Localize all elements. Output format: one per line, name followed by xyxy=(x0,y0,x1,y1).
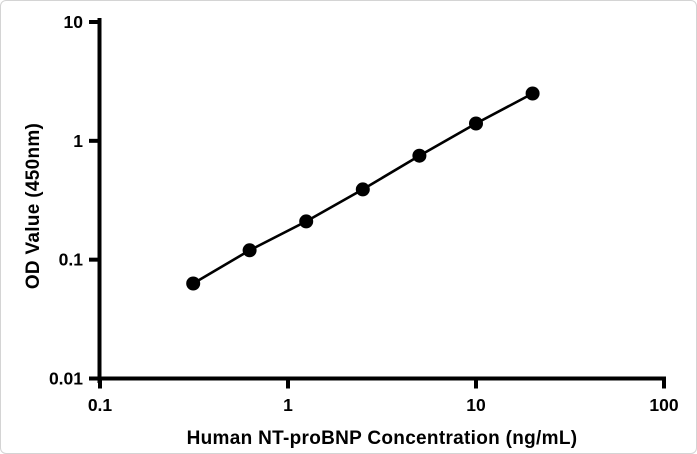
x-tick-label: 10 xyxy=(466,395,486,415)
y-tick-label: 0.1 xyxy=(59,250,84,270)
x-tick-label: 0.1 xyxy=(88,395,113,415)
plot-series xyxy=(186,86,540,291)
data-point xyxy=(412,148,427,163)
axes xyxy=(97,18,666,383)
data-point xyxy=(186,276,201,291)
data-point xyxy=(299,214,314,229)
x-tick-label: 100 xyxy=(649,395,678,415)
y-tick-label: 1 xyxy=(73,131,83,151)
x-axis-title: Human NT-proBNP Concentration (ng/mL) xyxy=(187,428,578,449)
y-tick-label: 0.01 xyxy=(49,369,83,389)
x-tick-label: 1 xyxy=(283,395,293,415)
data-point xyxy=(242,243,257,258)
y-tick-label: 10 xyxy=(64,12,84,32)
data-point xyxy=(525,86,540,101)
y-axis-title: OD Value (450nm) xyxy=(23,123,44,289)
tick-marks xyxy=(89,20,666,389)
data-point xyxy=(469,116,483,131)
data-point xyxy=(355,182,370,197)
